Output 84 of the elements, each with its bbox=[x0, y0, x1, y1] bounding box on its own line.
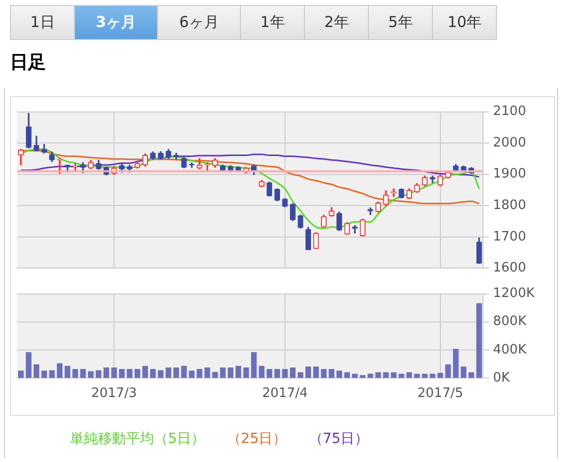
bar bbox=[368, 374, 374, 378]
text: 1日 bbox=[10, 5, 75, 40]
bar bbox=[282, 369, 288, 378]
text: 3ヶ月 bbox=[74, 5, 158, 40]
bar bbox=[398, 374, 404, 378]
bar bbox=[236, 366, 242, 378]
x-tick-label: 2017/3 bbox=[91, 386, 137, 402]
text: （75日） bbox=[308, 430, 369, 448]
text: 2年 bbox=[304, 5, 369, 40]
text: （25日） bbox=[226, 430, 287, 448]
bar bbox=[290, 367, 296, 378]
bar bbox=[414, 374, 420, 378]
bar bbox=[96, 370, 102, 378]
bar bbox=[119, 369, 125, 378]
x-tick-label: 2017/5 bbox=[417, 386, 464, 402]
bar bbox=[320, 369, 327, 378]
bar bbox=[452, 348, 459, 378]
bar bbox=[49, 370, 55, 378]
bar bbox=[445, 364, 451, 378]
text: 1年 bbox=[240, 5, 305, 40]
bar bbox=[88, 371, 94, 378]
y-tick-label: 1800 bbox=[493, 198, 526, 214]
bar bbox=[204, 367, 210, 378]
bar bbox=[344, 372, 350, 378]
bar bbox=[142, 366, 148, 378]
y-tick-label: 1700 bbox=[493, 229, 526, 244]
bar bbox=[26, 352, 32, 378]
x-tick-label: 2017/4 bbox=[262, 386, 308, 402]
bar bbox=[476, 303, 482, 378]
bar bbox=[56, 363, 63, 378]
bar bbox=[158, 370, 164, 378]
bar bbox=[422, 374, 428, 378]
bar bbox=[188, 370, 195, 378]
bar bbox=[258, 366, 264, 378]
y-tick-label: 1900 bbox=[493, 166, 526, 182]
bar bbox=[460, 366, 466, 378]
bar bbox=[18, 370, 24, 378]
bar bbox=[383, 372, 389, 378]
bar bbox=[298, 372, 304, 378]
bar bbox=[181, 366, 187, 378]
text: 10年 bbox=[432, 5, 497, 40]
bar bbox=[34, 364, 40, 378]
y-tick-label: 2000 bbox=[493, 135, 526, 150]
text: 6ヶ月 bbox=[157, 5, 241, 40]
text: 単純移動平均（5日） bbox=[70, 430, 205, 448]
y-tick-label: 400K bbox=[493, 342, 527, 358]
bar bbox=[166, 367, 172, 378]
y-tick-label: 2100 bbox=[493, 104, 526, 120]
bar bbox=[336, 370, 342, 378]
bar bbox=[41, 370, 48, 378]
bar bbox=[111, 367, 117, 378]
bar bbox=[80, 369, 86, 378]
bar bbox=[430, 374, 436, 378]
bar bbox=[228, 367, 234, 378]
y-tick-label: 800K bbox=[493, 314, 527, 330]
bar bbox=[134, 369, 140, 378]
y-tick-label: 1600 bbox=[493, 260, 526, 276]
bar bbox=[64, 366, 70, 378]
bar bbox=[251, 352, 257, 378]
bar bbox=[328, 369, 334, 378]
text: 5年 bbox=[368, 5, 433, 40]
bar bbox=[103, 367, 110, 378]
bar bbox=[274, 369, 280, 378]
bar bbox=[150, 369, 156, 378]
bar bbox=[360, 375, 366, 378]
bar bbox=[196, 369, 202, 378]
bar bbox=[313, 366, 319, 378]
bar bbox=[243, 367, 249, 378]
y-tick-label: 0K bbox=[493, 370, 510, 386]
bar bbox=[126, 369, 132, 378]
bar bbox=[266, 369, 272, 378]
bar bbox=[468, 372, 474, 378]
bar bbox=[375, 372, 381, 378]
bar bbox=[406, 372, 412, 378]
bar bbox=[437, 372, 444, 378]
bar bbox=[305, 366, 312, 378]
y-tick-label: 1200K bbox=[493, 286, 536, 302]
bar bbox=[220, 367, 226, 378]
bar bbox=[390, 372, 397, 378]
bar bbox=[173, 367, 180, 378]
bar bbox=[212, 372, 218, 378]
bar bbox=[352, 374, 358, 378]
bar bbox=[72, 369, 78, 378]
chart-title: 日足 bbox=[10, 51, 46, 74]
